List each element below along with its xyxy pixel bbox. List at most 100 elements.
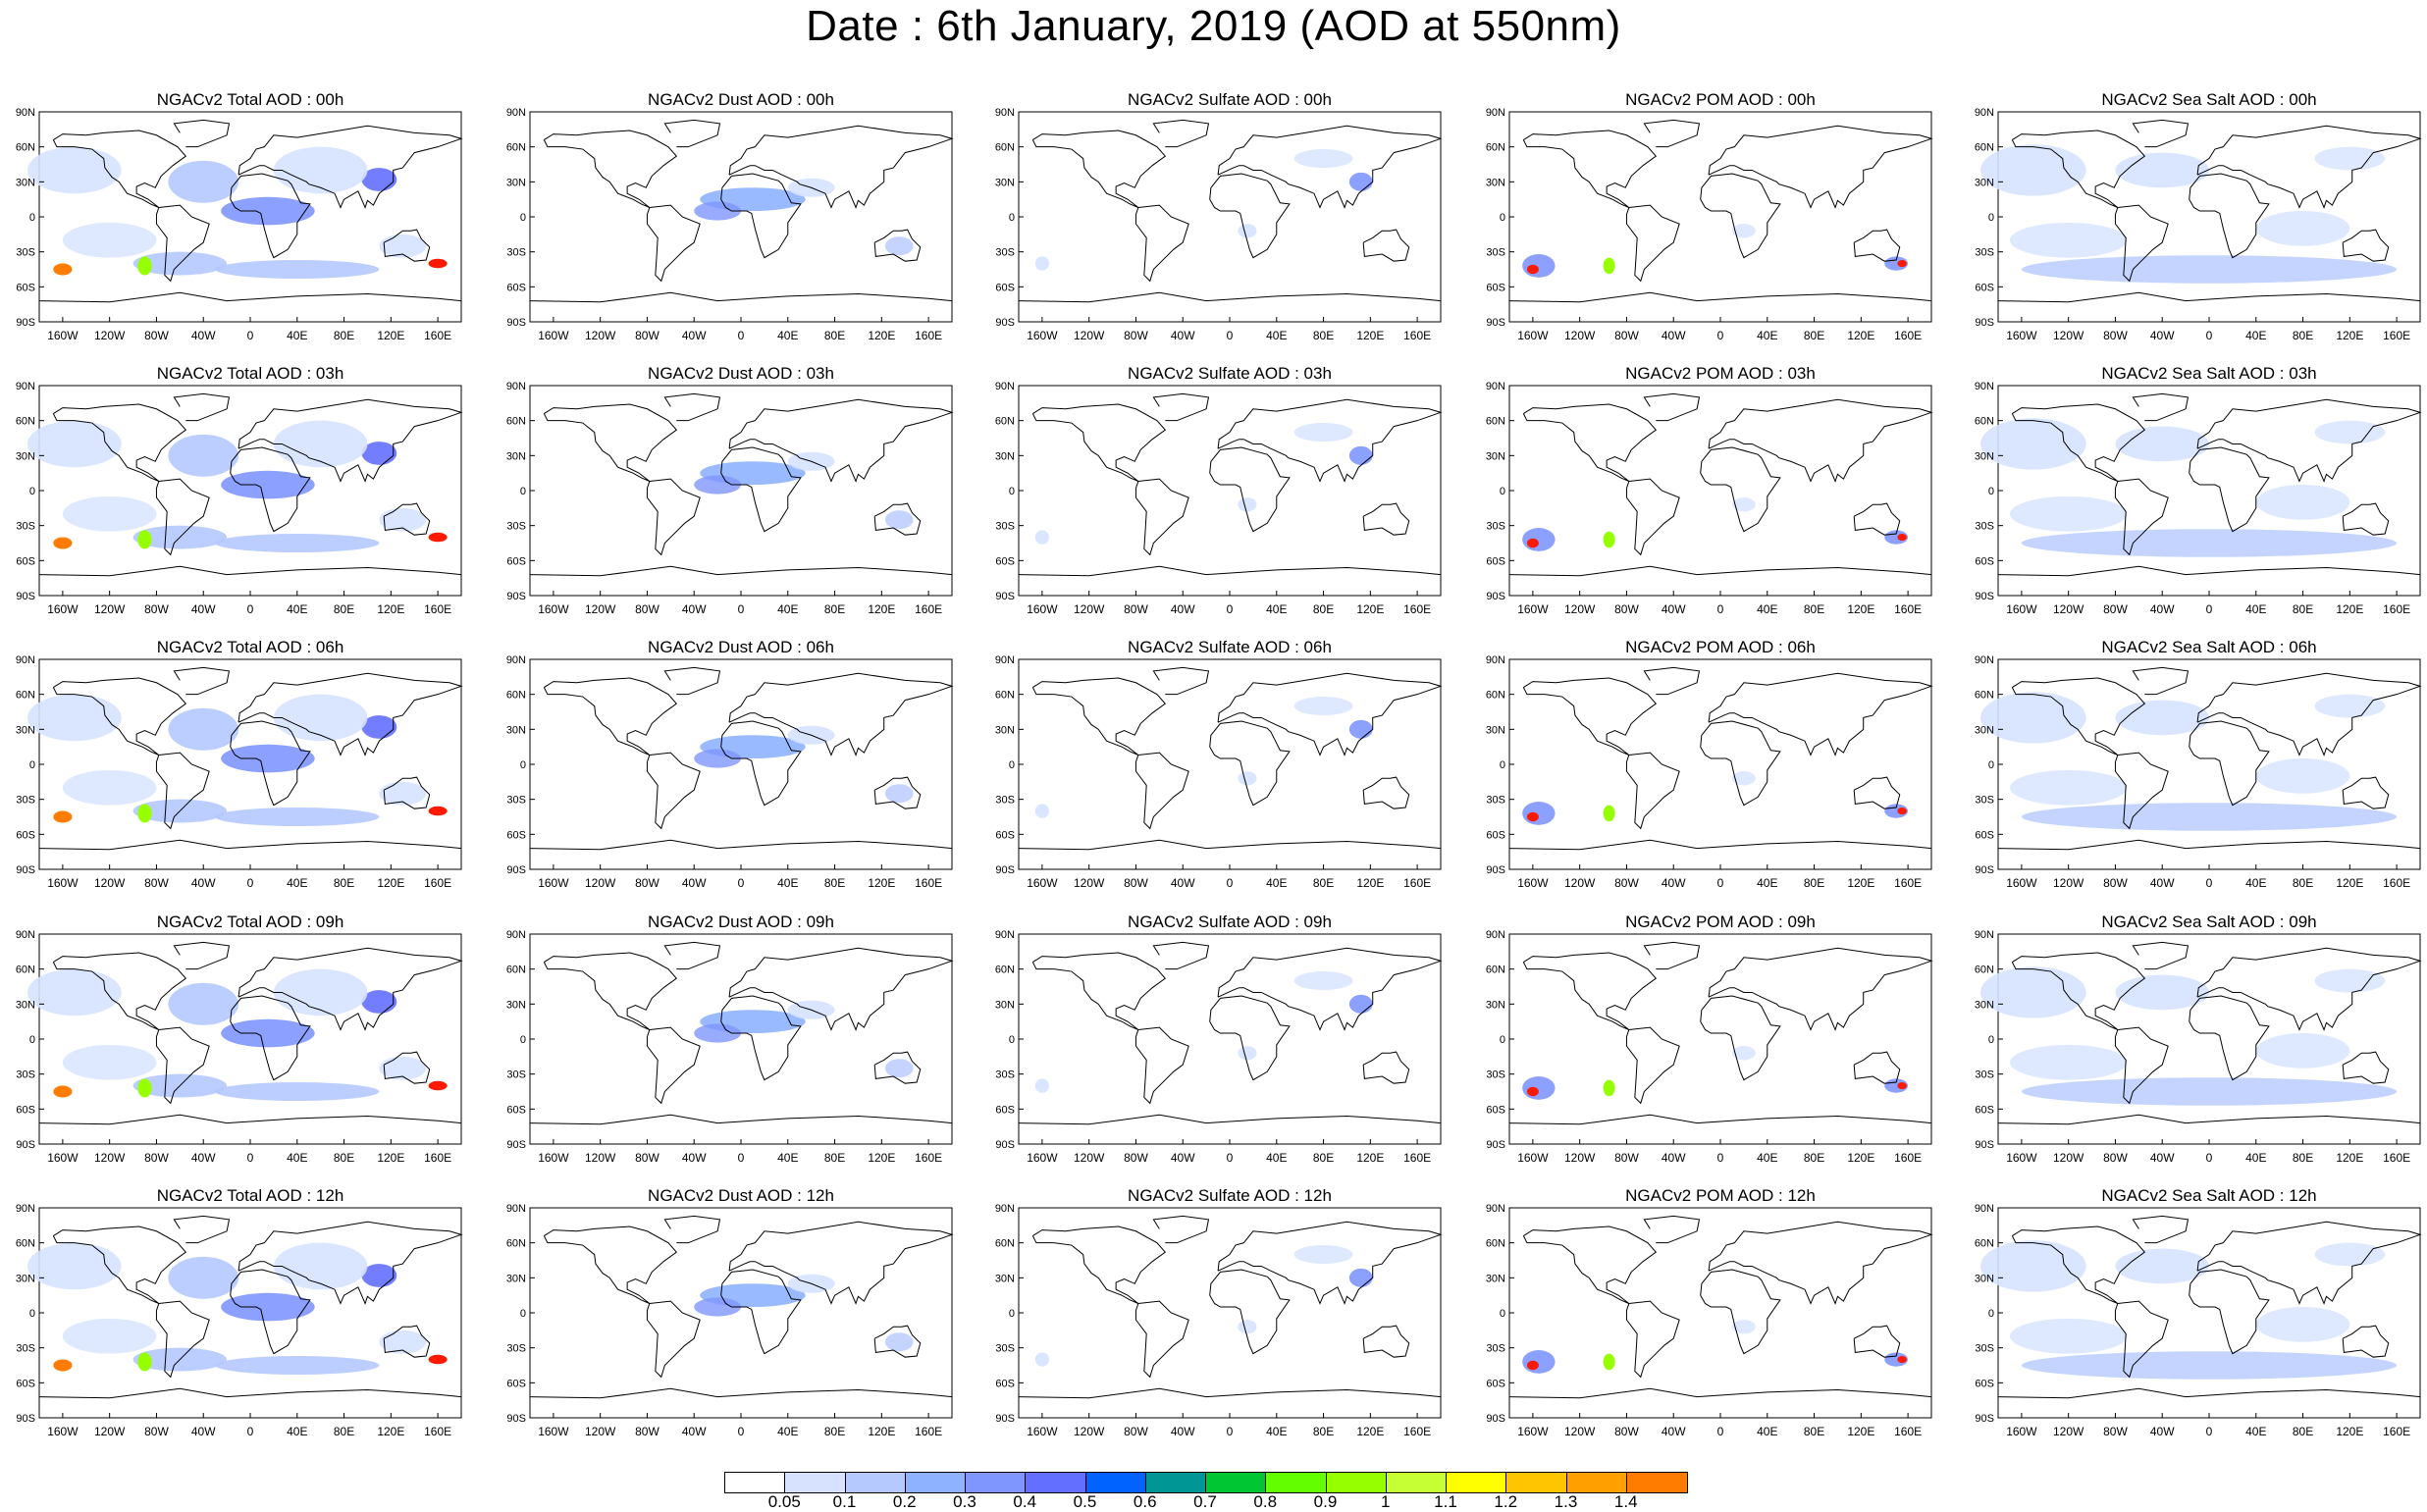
longitude-tick-label: 80E bbox=[824, 876, 845, 890]
aod-field-patch bbox=[884, 1059, 914, 1078]
longitude-tick-label: 160W bbox=[1517, 602, 1549, 616]
panel-title: NGACv2 Total AOD : 00h bbox=[156, 90, 344, 109]
world-map: 90N 60N 30N 0 30S 60S 90S 160W 120W 80W 40W 0 40E 80E… bbox=[1975, 1203, 2422, 1438]
aod-field-patch bbox=[1348, 1268, 1373, 1287]
aod-field-patch bbox=[1603, 531, 1615, 548]
map-frame bbox=[529, 933, 953, 1145]
longitude-tick-label: 160E bbox=[424, 329, 451, 342]
coastline bbox=[728, 125, 954, 209]
aod-field-patch bbox=[168, 1256, 239, 1299]
latitude-tick-label: 0 bbox=[520, 1308, 526, 1320]
aod-field-patch bbox=[2021, 803, 2398, 831]
aod-field-patch bbox=[694, 1023, 741, 1043]
coastline bbox=[1853, 229, 1901, 262]
latitude-tick-label: 90N bbox=[1486, 1203, 1505, 1215]
aod-field-patch bbox=[1348, 994, 1373, 1014]
aod-field-patch bbox=[694, 1297, 741, 1317]
coastline bbox=[237, 672, 463, 756]
coastline bbox=[2189, 720, 2270, 807]
coastline bbox=[663, 666, 721, 696]
map-frame bbox=[1997, 385, 2421, 597]
latitude-tick-label: 90N bbox=[1975, 654, 1994, 666]
coastline bbox=[1362, 1325, 1410, 1358]
latitude-tick-label: 30N bbox=[995, 999, 1015, 1011]
coastline bbox=[2342, 502, 2390, 536]
coastline bbox=[1152, 1215, 1210, 1244]
longitude-tick-label: 40W bbox=[191, 1151, 216, 1165]
aod-field-patch bbox=[1980, 418, 2086, 470]
longitude-tick-label: 40W bbox=[1171, 329, 1195, 342]
longitude-tick-label: 40E bbox=[287, 329, 307, 342]
aod-field-patch bbox=[1034, 1078, 1050, 1093]
coastline bbox=[1031, 130, 1167, 208]
aod-field-patch bbox=[1348, 445, 1373, 465]
longitude-tick-label: 40E bbox=[1266, 876, 1287, 890]
latitude-tick-label: 30S bbox=[995, 1069, 1015, 1081]
coastline bbox=[1643, 392, 1701, 422]
coastline bbox=[1134, 1300, 1189, 1379]
longitude-tick-label: 40W bbox=[2150, 602, 2175, 616]
longitude-tick-label: 120E bbox=[377, 876, 404, 890]
coastline bbox=[230, 1269, 311, 1355]
aod-field-patch bbox=[27, 1242, 122, 1290]
map-frame bbox=[1997, 658, 2421, 870]
aod-field-patch bbox=[221, 1018, 315, 1048]
aod-field-patch bbox=[168, 160, 239, 203]
map-panel-sulfate-row-2: NGACv2 Sulfate AOD : 06h 90N 60N 30N 0 30S 60S… bbox=[979, 638, 1443, 922]
latitude-tick-label: 0 bbox=[520, 1034, 526, 1046]
panel-title: NGACv2 Dust AOD : 03h bbox=[648, 364, 834, 383]
longitude-tick-label: 160E bbox=[2383, 329, 2410, 342]
aod-field-patch bbox=[1731, 1320, 1756, 1334]
map-panel-total-row-2: NGACv2 Total AOD : 06h 90N 60N 30N 0 30S 60S 90… bbox=[0, 638, 463, 922]
longitude-tick-label: 80W bbox=[1124, 602, 1148, 616]
longitude-tick-label: 40E bbox=[2245, 329, 2266, 342]
longitude-tick-label: 160W bbox=[47, 1151, 79, 1165]
longitude-tick-label: 80E bbox=[824, 329, 845, 342]
latitude-tick-label: 90N bbox=[1486, 929, 1505, 941]
latitude-tick-label: 30N bbox=[506, 177, 526, 188]
coastline bbox=[237, 125, 463, 209]
latitude-tick-label: 60S bbox=[995, 1378, 1015, 1389]
coastline bbox=[230, 446, 311, 533]
map-panel-seasalt-row-1: NGACv2 Sea Salt AOD : 03h 90N 60N 30N 0 30S 60… bbox=[1959, 364, 2422, 649]
coastline bbox=[1700, 446, 1781, 533]
longitude-tick-label: 0 bbox=[247, 602, 254, 616]
latitude-tick-label: 90S bbox=[16, 317, 35, 329]
coastline bbox=[173, 392, 231, 422]
map-frame bbox=[1018, 1207, 1442, 1419]
longitude-tick-label: 160E bbox=[915, 329, 942, 342]
longitude-tick-label: 80E bbox=[334, 876, 354, 890]
longitude-tick-label: 80E bbox=[1804, 1151, 1824, 1165]
longitude-tick-label: 80E bbox=[824, 1151, 845, 1165]
longitude-tick-label: 120E bbox=[2336, 876, 2363, 890]
longitude-tick-label: 0 bbox=[1227, 1425, 1234, 1438]
longitude-tick-label: 160W bbox=[2006, 1151, 2037, 1165]
latitude-tick-label: 90N bbox=[995, 381, 1015, 392]
aod-field-patch bbox=[1522, 528, 1556, 551]
panel-title: NGACv2 Sulfate AOD : 12h bbox=[1128, 1186, 1332, 1205]
latitude-tick-label: 90N bbox=[995, 654, 1015, 666]
coastline bbox=[2011, 677, 2146, 756]
coastline bbox=[873, 776, 922, 809]
aod-field-patch bbox=[273, 694, 368, 742]
coastline bbox=[663, 1215, 721, 1244]
longitude-tick-label: 0 bbox=[1717, 876, 1724, 890]
longitude-tick-label: 40W bbox=[682, 1425, 707, 1438]
coastline bbox=[1625, 478, 1680, 556]
world-map: 90N 60N 30N 0 30S 60S 90S 160W 120W 80W 40W 0 40E 80E… bbox=[995, 107, 1443, 342]
colorbar-swatch bbox=[1386, 1473, 1447, 1492]
aod-field-patch bbox=[694, 749, 741, 768]
aod-field-patch bbox=[1293, 423, 1353, 443]
longitude-tick-label: 0 bbox=[1227, 1151, 1234, 1165]
map-panel-total-row-1: NGACv2 Total AOD : 03h 90N 60N 30N 0 30S 60S 90… bbox=[0, 364, 463, 649]
coastline bbox=[237, 1221, 463, 1305]
longitude-tick-label: 0 bbox=[1227, 602, 1234, 616]
aod-field-patch bbox=[1238, 1046, 1257, 1061]
coastline bbox=[383, 1051, 431, 1084]
world-map: 90N 60N 30N 0 30S 60S 90S 160W 120W 80W 40W 0 40E 80E… bbox=[506, 1203, 954, 1438]
aod-field-patch bbox=[53, 263, 73, 276]
latitude-tick-label: 30N bbox=[1975, 999, 1994, 1011]
latitude-tick-label: 30S bbox=[506, 1069, 526, 1081]
latitude-tick-label: 0 bbox=[29, 1308, 35, 1320]
latitude-tick-label: 90N bbox=[506, 654, 526, 666]
